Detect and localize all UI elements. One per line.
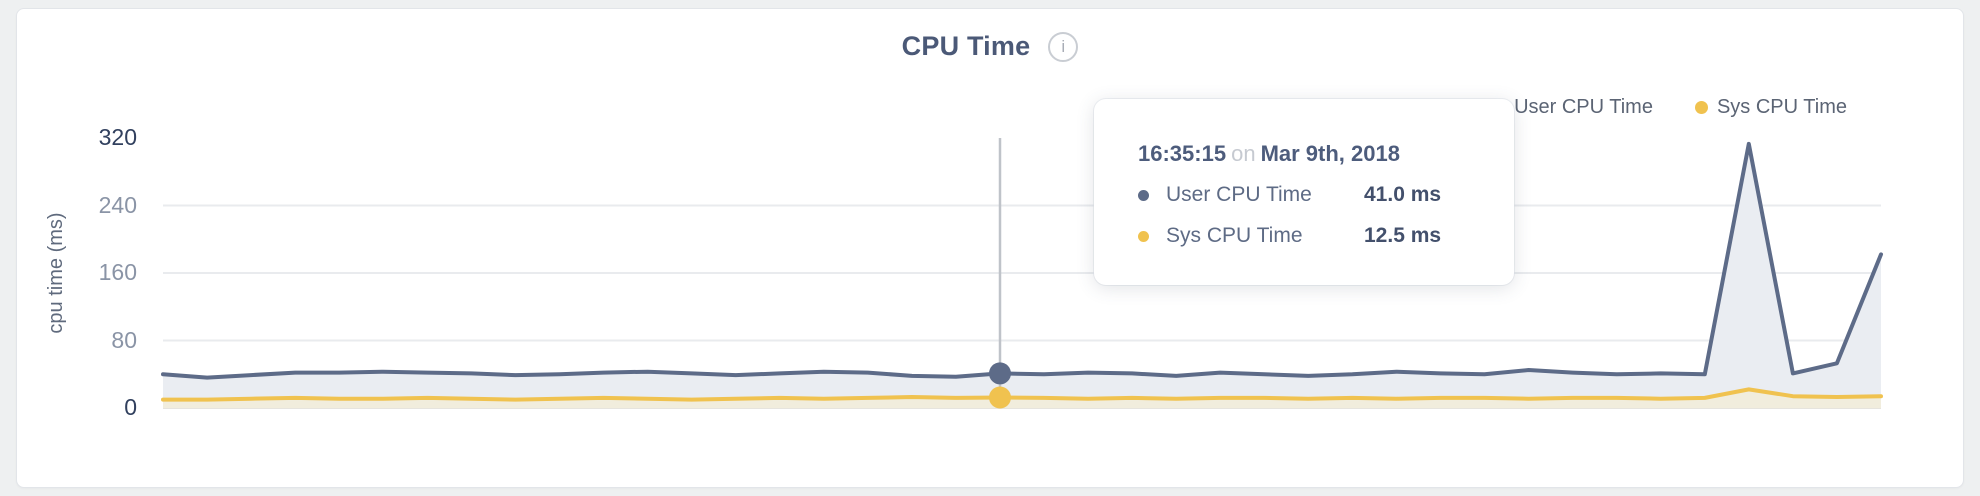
tooltip-label-user: User CPU Time: [1166, 183, 1312, 206]
tooltip-time: 16:35:15: [1138, 141, 1227, 166]
y-tick-label: 160: [98, 259, 137, 285]
legend-label-sys: Sys CPU Time: [1716, 96, 1847, 118]
cpu-time-card: CPU Time i User CPU Time Sys CPU Time cp…: [16, 8, 1964, 488]
legend-label-user: User CPU Time: [1514, 96, 1653, 118]
tooltip-date: Mar 9th, 2018: [1260, 141, 1400, 166]
legend-item-user[interactable]: User CPU Time: [1492, 96, 1653, 119]
tooltip-dot-sys-icon: [1138, 230, 1149, 242]
info-icon[interactable]: i: [1048, 31, 1079, 62]
legend-item-sys[interactable]: Sys CPU Time: [1694, 96, 1847, 119]
tooltip-timestamp: 16:35:15 on Mar 9th, 2018: [1138, 141, 1478, 167]
chart-title: CPU Time: [901, 31, 1031, 61]
tooltip: 16:35:15 on Mar 9th, 2018 User CPU Time 41…: [1094, 99, 1514, 285]
y-tick-label: 240: [98, 191, 137, 218]
selected-point-sys[interactable]: [989, 386, 1011, 409]
y-tick-label: 0: [124, 394, 137, 420]
tooltip-value-sys: 12.5 ms: [1364, 224, 1442, 247]
tooltip-dot-user-icon: [1138, 189, 1149, 201]
y-tick-label: 80: [111, 326, 137, 353]
chart-area: 16:3116:3216:3316:3416:3516:3616:3716:38…: [17, 9, 1963, 487]
legend-dot-sys-icon: [1694, 101, 1708, 114]
info-icon-glyph: i: [1061, 36, 1066, 56]
user-line: [161, 141, 1883, 380]
user-area: [163, 143, 1881, 408]
tooltip-conjunction: on: [1231, 141, 1256, 166]
sys-line: [161, 387, 1883, 402]
tooltip-row-user: User CPU Time 41.0 ms: [1138, 182, 1478, 208]
chart-header: CPU Time i: [17, 31, 1963, 62]
chart-canvas[interactable]: [17, 9, 1965, 489]
tooltip-row-sys: Sys CPU Time 12.5 ms: [1138, 223, 1478, 249]
tooltip-label-sys: Sys CPU Time: [1166, 224, 1303, 247]
selected-point-user[interactable]: [989, 362, 1011, 385]
tooltip-value-user: 41.0 ms: [1364, 183, 1442, 206]
y-tick-label: 320: [98, 124, 137, 150]
legend: User CPU Time Sys CPU Time: [1492, 96, 1847, 119]
